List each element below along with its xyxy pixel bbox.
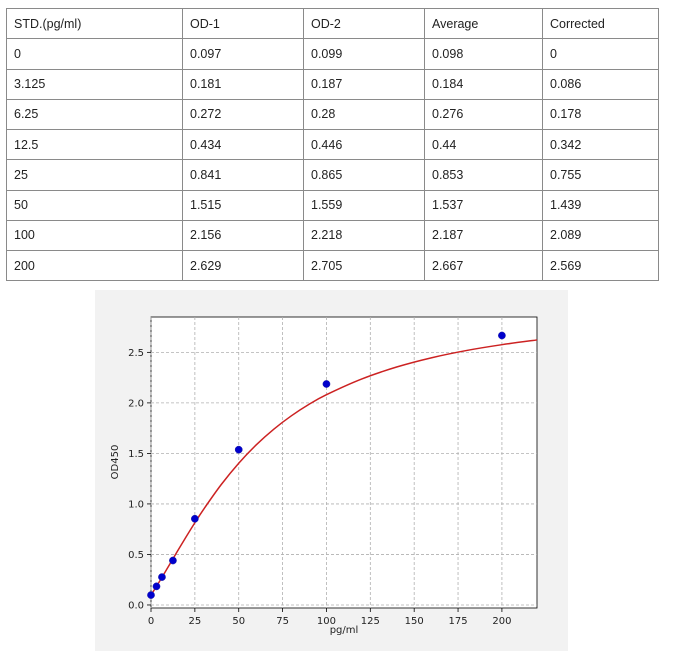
y-tick-label: 1.5 — [128, 449, 144, 460]
data-point — [147, 591, 155, 599]
table-row: 3.125 0.181 0.187 0.184 0.086 — [6, 68, 659, 100]
column-header: OD-1 — [182, 7, 304, 40]
table-cell: 1.559 — [303, 189, 425, 221]
table-cell: 0.865 — [303, 159, 425, 191]
column-header: STD.(pg/ml) — [6, 7, 183, 40]
table-cell: 2.667 — [424, 249, 543, 282]
data-points — [147, 331, 506, 599]
table-cell: 0.086 — [542, 68, 659, 100]
x-tick-label: 50 — [232, 616, 245, 627]
table-cell: 0 — [542, 38, 659, 70]
column-header: Average — [424, 7, 543, 40]
x-tick-label: 25 — [188, 616, 201, 627]
table-cell: 0.178 — [542, 98, 659, 131]
table-cell: 0.28 — [303, 98, 425, 131]
grid — [150, 317, 537, 608]
table-cell: 2.218 — [303, 219, 425, 252]
x-tick-label: 125 — [361, 616, 380, 627]
x-axis-label: pg/ml — [330, 625, 359, 636]
table-cell: 2.569 — [542, 249, 659, 282]
table-row: 100 2.156 2.218 2.187 2.089 — [6, 219, 659, 252]
table-cell: 0.097 — [182, 38, 304, 70]
table-cell: 0.187 — [303, 68, 425, 100]
table-cell: 3.125 — [6, 68, 183, 100]
data-point — [498, 331, 506, 340]
table-cell: 25 — [6, 159, 183, 191]
table-cell: 0.434 — [182, 128, 304, 161]
y-tick-label: 0.5 — [128, 550, 144, 561]
y-tick-label: 0.0 — [128, 600, 144, 611]
table-cell: 2.705 — [303, 249, 425, 282]
table-cell: 0.272 — [182, 98, 304, 131]
table-cell: 0.099 — [303, 38, 425, 70]
table-row: 6.25 0.272 0.28 0.276 0.178 — [6, 98, 659, 131]
x-tick-label: 0 — [148, 616, 154, 627]
column-header: OD-2 — [303, 7, 425, 40]
table-row: 12.5 0.434 0.446 0.44 0.342 — [6, 128, 659, 161]
data-point — [152, 582, 161, 591]
x-tick-label: 100 — [317, 616, 336, 627]
data-point — [191, 514, 199, 523]
table-cell: 0.841 — [182, 159, 304, 191]
x-tick-label: 150 — [405, 616, 424, 627]
x-tick-label: 175 — [448, 616, 467, 627]
table-cell: 0 — [6, 38, 183, 70]
data-point — [322, 380, 331, 388]
table-cell: 2.089 — [542, 219, 659, 252]
table-row: 0 0.097 0.099 0.098 0 — [6, 38, 659, 70]
column-header: Corrected — [542, 7, 659, 40]
table-cell: 12.5 — [6, 128, 183, 161]
y-tick-label: 1.0 — [128, 499, 144, 510]
table-row: 50 1.515 1.559 1.537 1.439 — [6, 189, 659, 221]
table-cell: 1.537 — [424, 189, 543, 221]
table-cell: 0.276 — [424, 98, 543, 131]
x-tick-label: 75 — [276, 616, 289, 627]
table-cell: 0.342 — [542, 128, 659, 161]
table-row: 25 0.841 0.865 0.853 0.755 — [6, 159, 659, 191]
y-tick-label: 2.0 — [128, 398, 144, 409]
table-cell: 1.439 — [542, 189, 659, 221]
y-tick-label: 2.5 — [128, 348, 144, 359]
table-cell: 0.755 — [542, 159, 659, 191]
x-tick-label: 200 — [492, 616, 511, 627]
data-point — [158, 573, 166, 581]
table-cell: 0.853 — [424, 159, 543, 191]
plot-area — [150, 316, 538, 609]
table-cell: 2.629 — [182, 249, 304, 282]
table-row: 200 2.629 2.705 2.667 2.569 — [6, 249, 659, 282]
table-cell: 100 — [6, 219, 183, 252]
table-cell: 0.446 — [303, 128, 425, 161]
table-cell: 1.515 — [182, 189, 304, 221]
fit-curve — [150, 339, 538, 596]
data-point — [169, 556, 177, 565]
standard-curve-chart: 0 25 50 75 100 125 150 175 200 0.0 0.5 1.0 1.5 2.0 2.5… — [95, 290, 568, 651]
chart-canvas: 0 25 50 75 100 125 150 175 200 0.0 0.5 1.0 1.5 2.0 2.5… — [110, 316, 538, 636]
table-cell: 200 — [6, 249, 183, 282]
y-axis-label: OD450 — [110, 445, 121, 480]
standard-curve-table: STD.(pg/ml) OD-1 OD-2 Average Corrected 0 0.09… — [6, 7, 659, 282]
table-header-row: STD.(pg/ml) OD-1 OD-2 Average Corrected — [6, 7, 659, 40]
table-cell: 2.187 — [424, 219, 543, 252]
table-cell: 0.181 — [182, 68, 304, 100]
table-cell: 0.184 — [424, 68, 543, 100]
data-point — [234, 445, 243, 454]
table-cell: 50 — [6, 189, 183, 221]
table-cell: 6.25 — [6, 98, 183, 131]
table-cell: 2.156 — [182, 219, 304, 252]
table-cell: 0.44 — [424, 128, 543, 161]
table-cell: 0.098 — [424, 38, 543, 70]
axis-ticks: 0 25 50 75 100 125 150 175 200 0.0 0.5 1.0 1.5 2.0 2.5 — [128, 348, 511, 627]
